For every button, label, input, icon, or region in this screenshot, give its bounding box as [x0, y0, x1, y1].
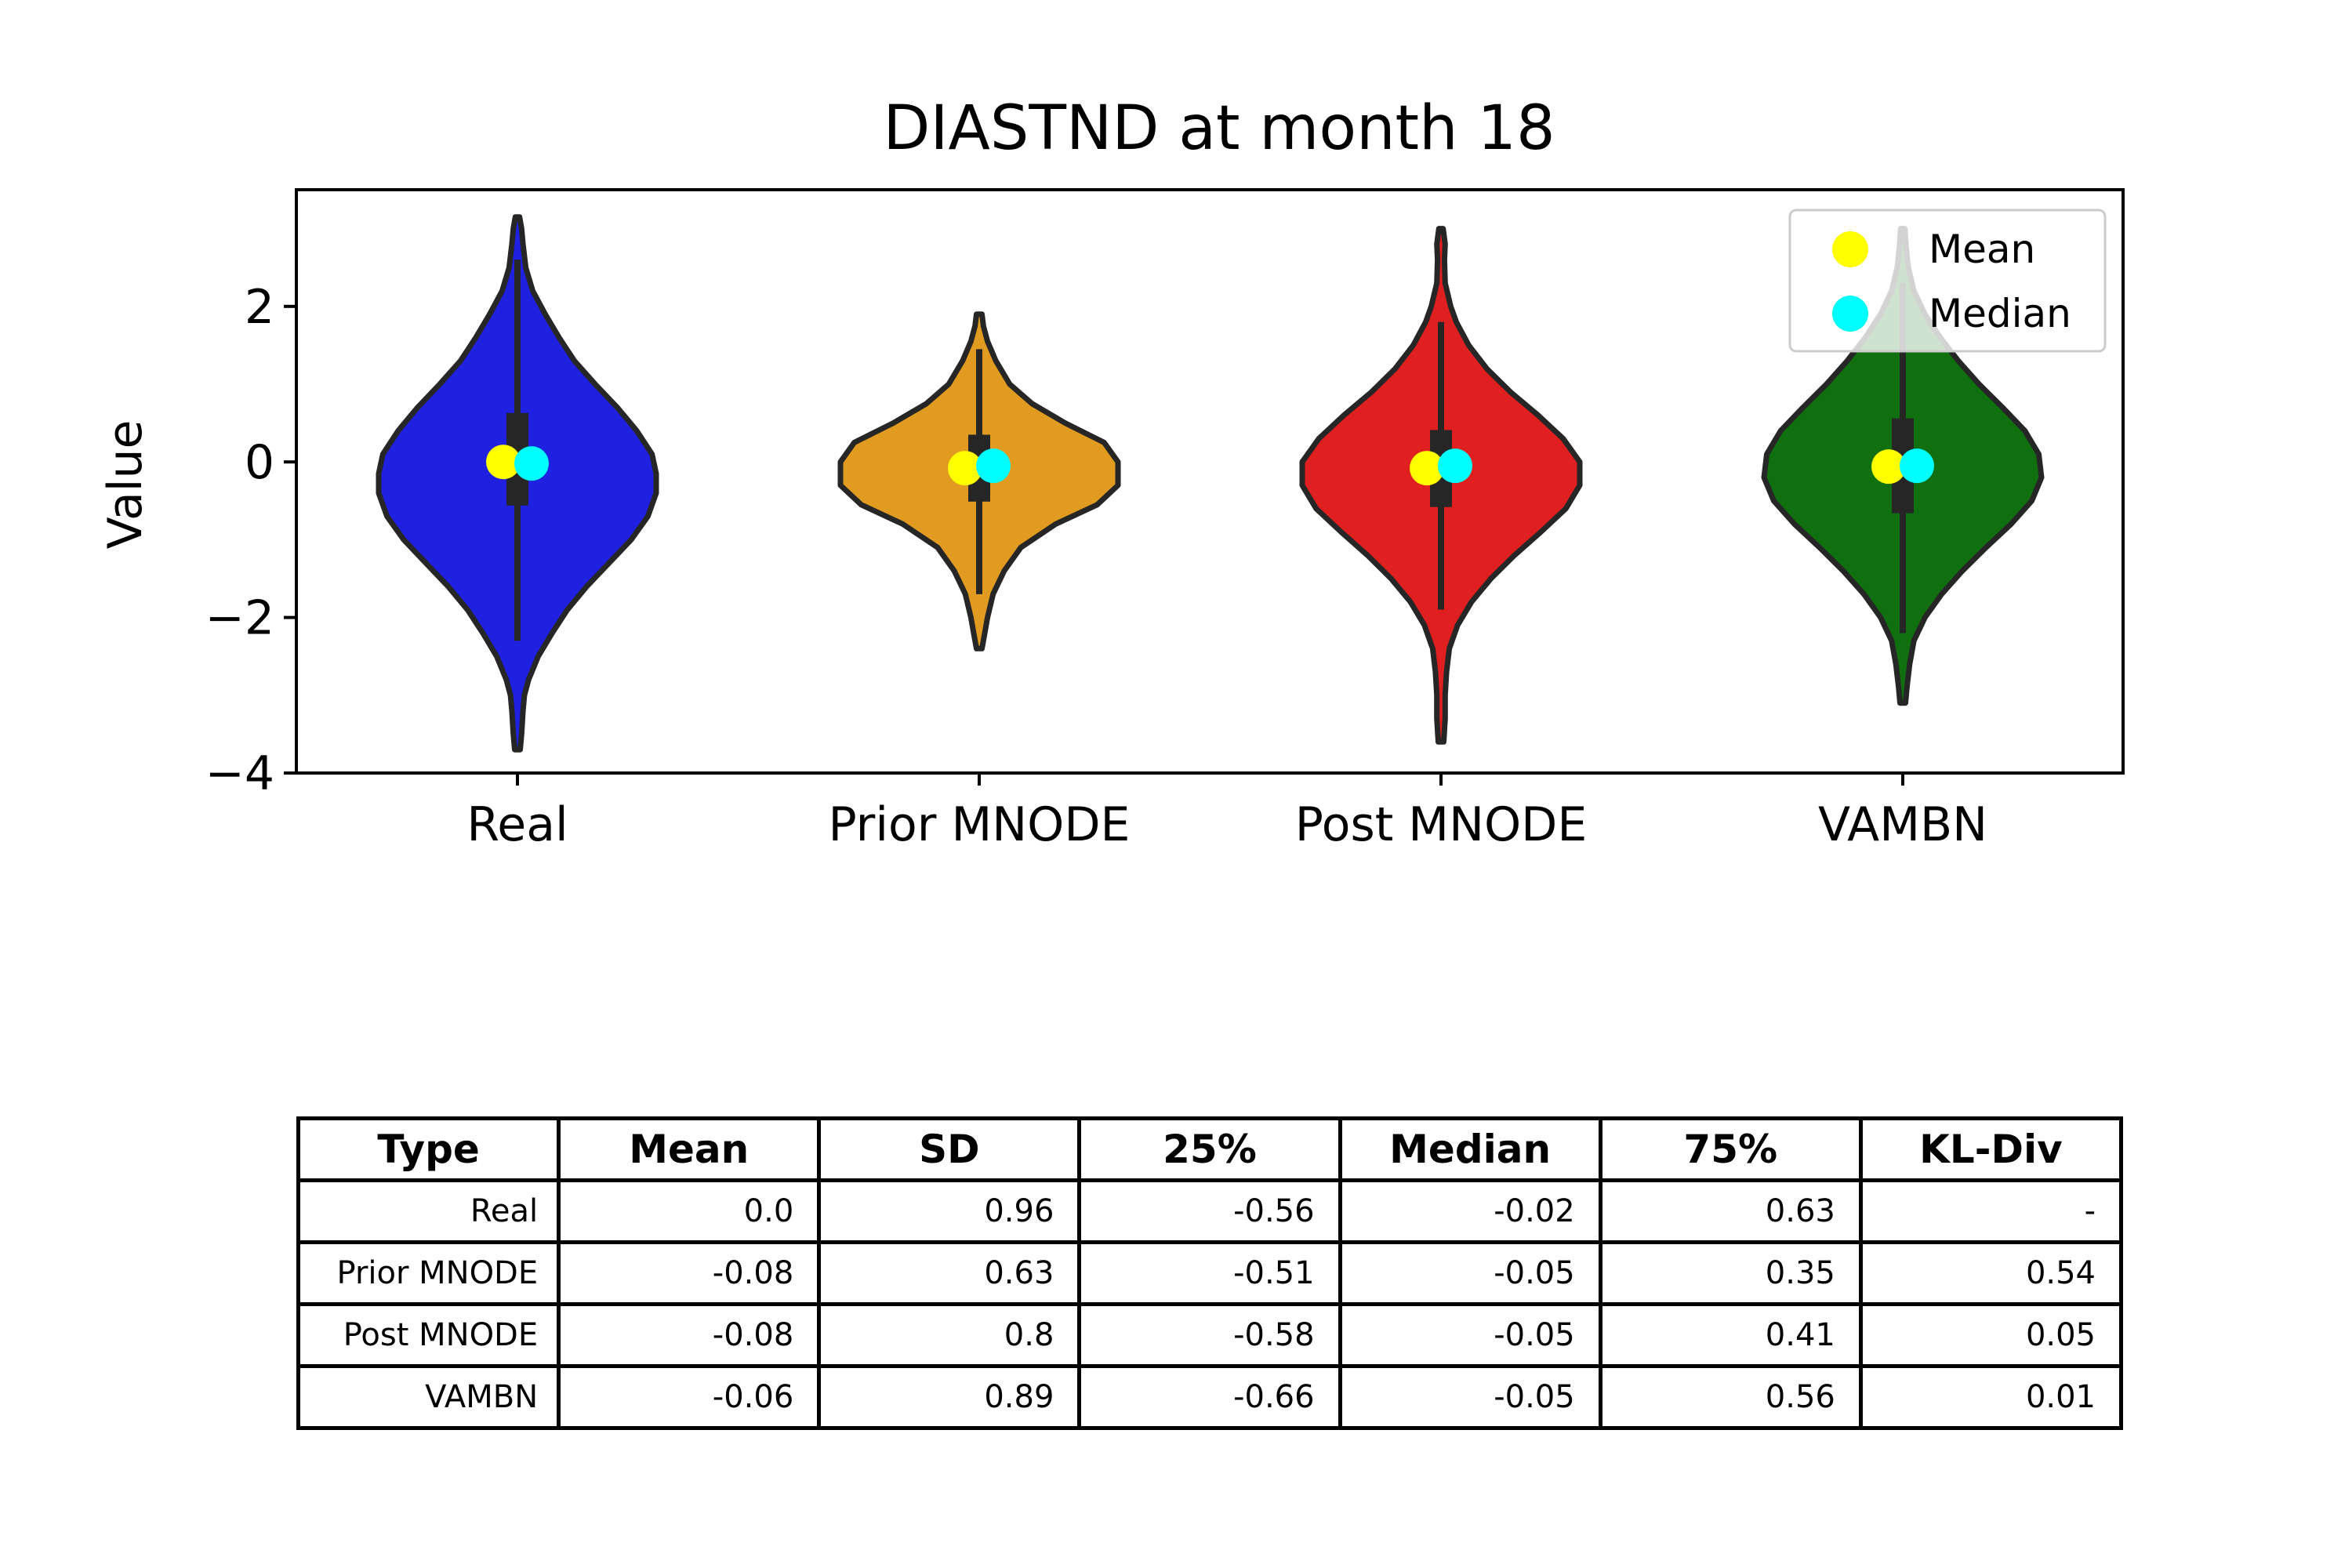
x-tick-label: VAMBN — [1818, 797, 1987, 852]
y-tick-label: 2 — [245, 280, 274, 335]
mean-marker — [1410, 451, 1444, 486]
table-cell: 0.8 — [817, 1302, 1082, 1368]
y-axis-label: Value — [98, 420, 153, 550]
table-type-cell: Post MNODE — [296, 1302, 561, 1368]
table-cell: 0.96 — [817, 1178, 1082, 1244]
median-marker — [514, 446, 549, 481]
table-cell: -0.06 — [557, 1364, 822, 1430]
y-tick-label: 0 — [245, 435, 274, 490]
table-header-cell: KL-Div — [1858, 1116, 2124, 1182]
legend-box — [1788, 209, 2107, 353]
table-cell: 0.0 — [557, 1178, 822, 1244]
table-cell: 0.05 — [1858, 1302, 2124, 1368]
table-header-cell: Type — [296, 1116, 561, 1182]
table-cell: -0.51 — [1077, 1240, 1342, 1306]
legend-label: Mean — [1929, 227, 2035, 272]
plot-area: Real Prior MNODE Post MNODE VAMBN 2 0 −2 −4 — [205, 214, 2045, 852]
table-cell: -0.08 — [557, 1240, 822, 1306]
x-tick-label: Real — [466, 797, 568, 852]
table-cell: -0.66 — [1077, 1364, 1342, 1430]
legend: Mean Median — [1788, 209, 2107, 353]
table-row: Post MNODE -0.08 0.8 -0.58 -0.05 0.41 0.05 — [296, 1302, 2124, 1368]
table-type-cell: Real — [296, 1178, 561, 1244]
table-header-cell: 75% — [1598, 1116, 1863, 1182]
table-cell: 0.56 — [1598, 1364, 1863, 1430]
table-cell: 0.35 — [1598, 1240, 1863, 1306]
legend-label: Median — [1929, 291, 2071, 336]
legend-mean-marker — [1832, 231, 1868, 267]
mean-marker — [948, 451, 982, 486]
x-tick-label: Post MNODE — [1295, 797, 1588, 852]
table-cell: 0.01 — [1858, 1364, 2124, 1430]
mean-marker — [486, 445, 521, 480]
table-row: Real 0.0 0.96 -0.56 -0.02 0.63- — [296, 1178, 2124, 1244]
table-cell: 0.89 — [817, 1364, 1082, 1430]
legend-median-marker — [1832, 296, 1868, 332]
table-header-cell: Mean — [557, 1116, 822, 1182]
table-cell: -0.08 — [557, 1302, 822, 1368]
table-row: Prior MNODE -0.08 0.63 -0.51 -0.05 0.35 0.54 — [296, 1240, 2124, 1306]
table-cell: -0.05 — [1338, 1240, 1602, 1306]
table-cell: 0.63 — [817, 1240, 1082, 1306]
mean-marker — [1871, 449, 1906, 485]
table-cell: 0.63 — [1598, 1178, 1863, 1244]
median-marker — [1900, 448, 1934, 484]
table-cell: -0.56 — [1077, 1178, 1342, 1244]
table-cell: -0.05 — [1338, 1364, 1602, 1430]
table-cell: -0.05 — [1338, 1302, 1602, 1368]
table-row: VAMBN -0.06 0.89 -0.66 -0.05 0.56 0.01 — [296, 1364, 2124, 1430]
y-tick-label: −2 — [205, 591, 274, 646]
table-type-cell: Prior MNODE — [296, 1240, 561, 1306]
table-header-cell: 25% — [1077, 1116, 1342, 1182]
y-tick-label: −4 — [205, 746, 274, 801]
table-cell: 0.41 — [1598, 1302, 1863, 1368]
plot-frame — [295, 188, 2125, 775]
median-marker — [976, 448, 1011, 484]
table-cell: 0.54 — [1858, 1240, 2124, 1306]
table-cell: -0.58 — [1077, 1302, 1342, 1368]
stats-table: Type Mean SD 25% Median 75% KL-Div Real 0.0 0.96… — [296, 1116, 2124, 1430]
table-header-cell: Median — [1338, 1116, 1602, 1182]
median-marker — [1438, 448, 1472, 484]
table-cell: -0.02 — [1338, 1178, 1602, 1244]
table-header-row: Type Mean SD 25% Median 75% KL-Div — [296, 1116, 2124, 1182]
table-type-cell: VAMBN — [296, 1364, 561, 1430]
chart-title: DIASTND at month 18 — [883, 93, 1555, 164]
x-tick-label: Prior MNODE — [829, 797, 1131, 852]
table-cell: - — [1858, 1178, 2124, 1244]
table-header-cell: SD — [817, 1116, 1082, 1182]
